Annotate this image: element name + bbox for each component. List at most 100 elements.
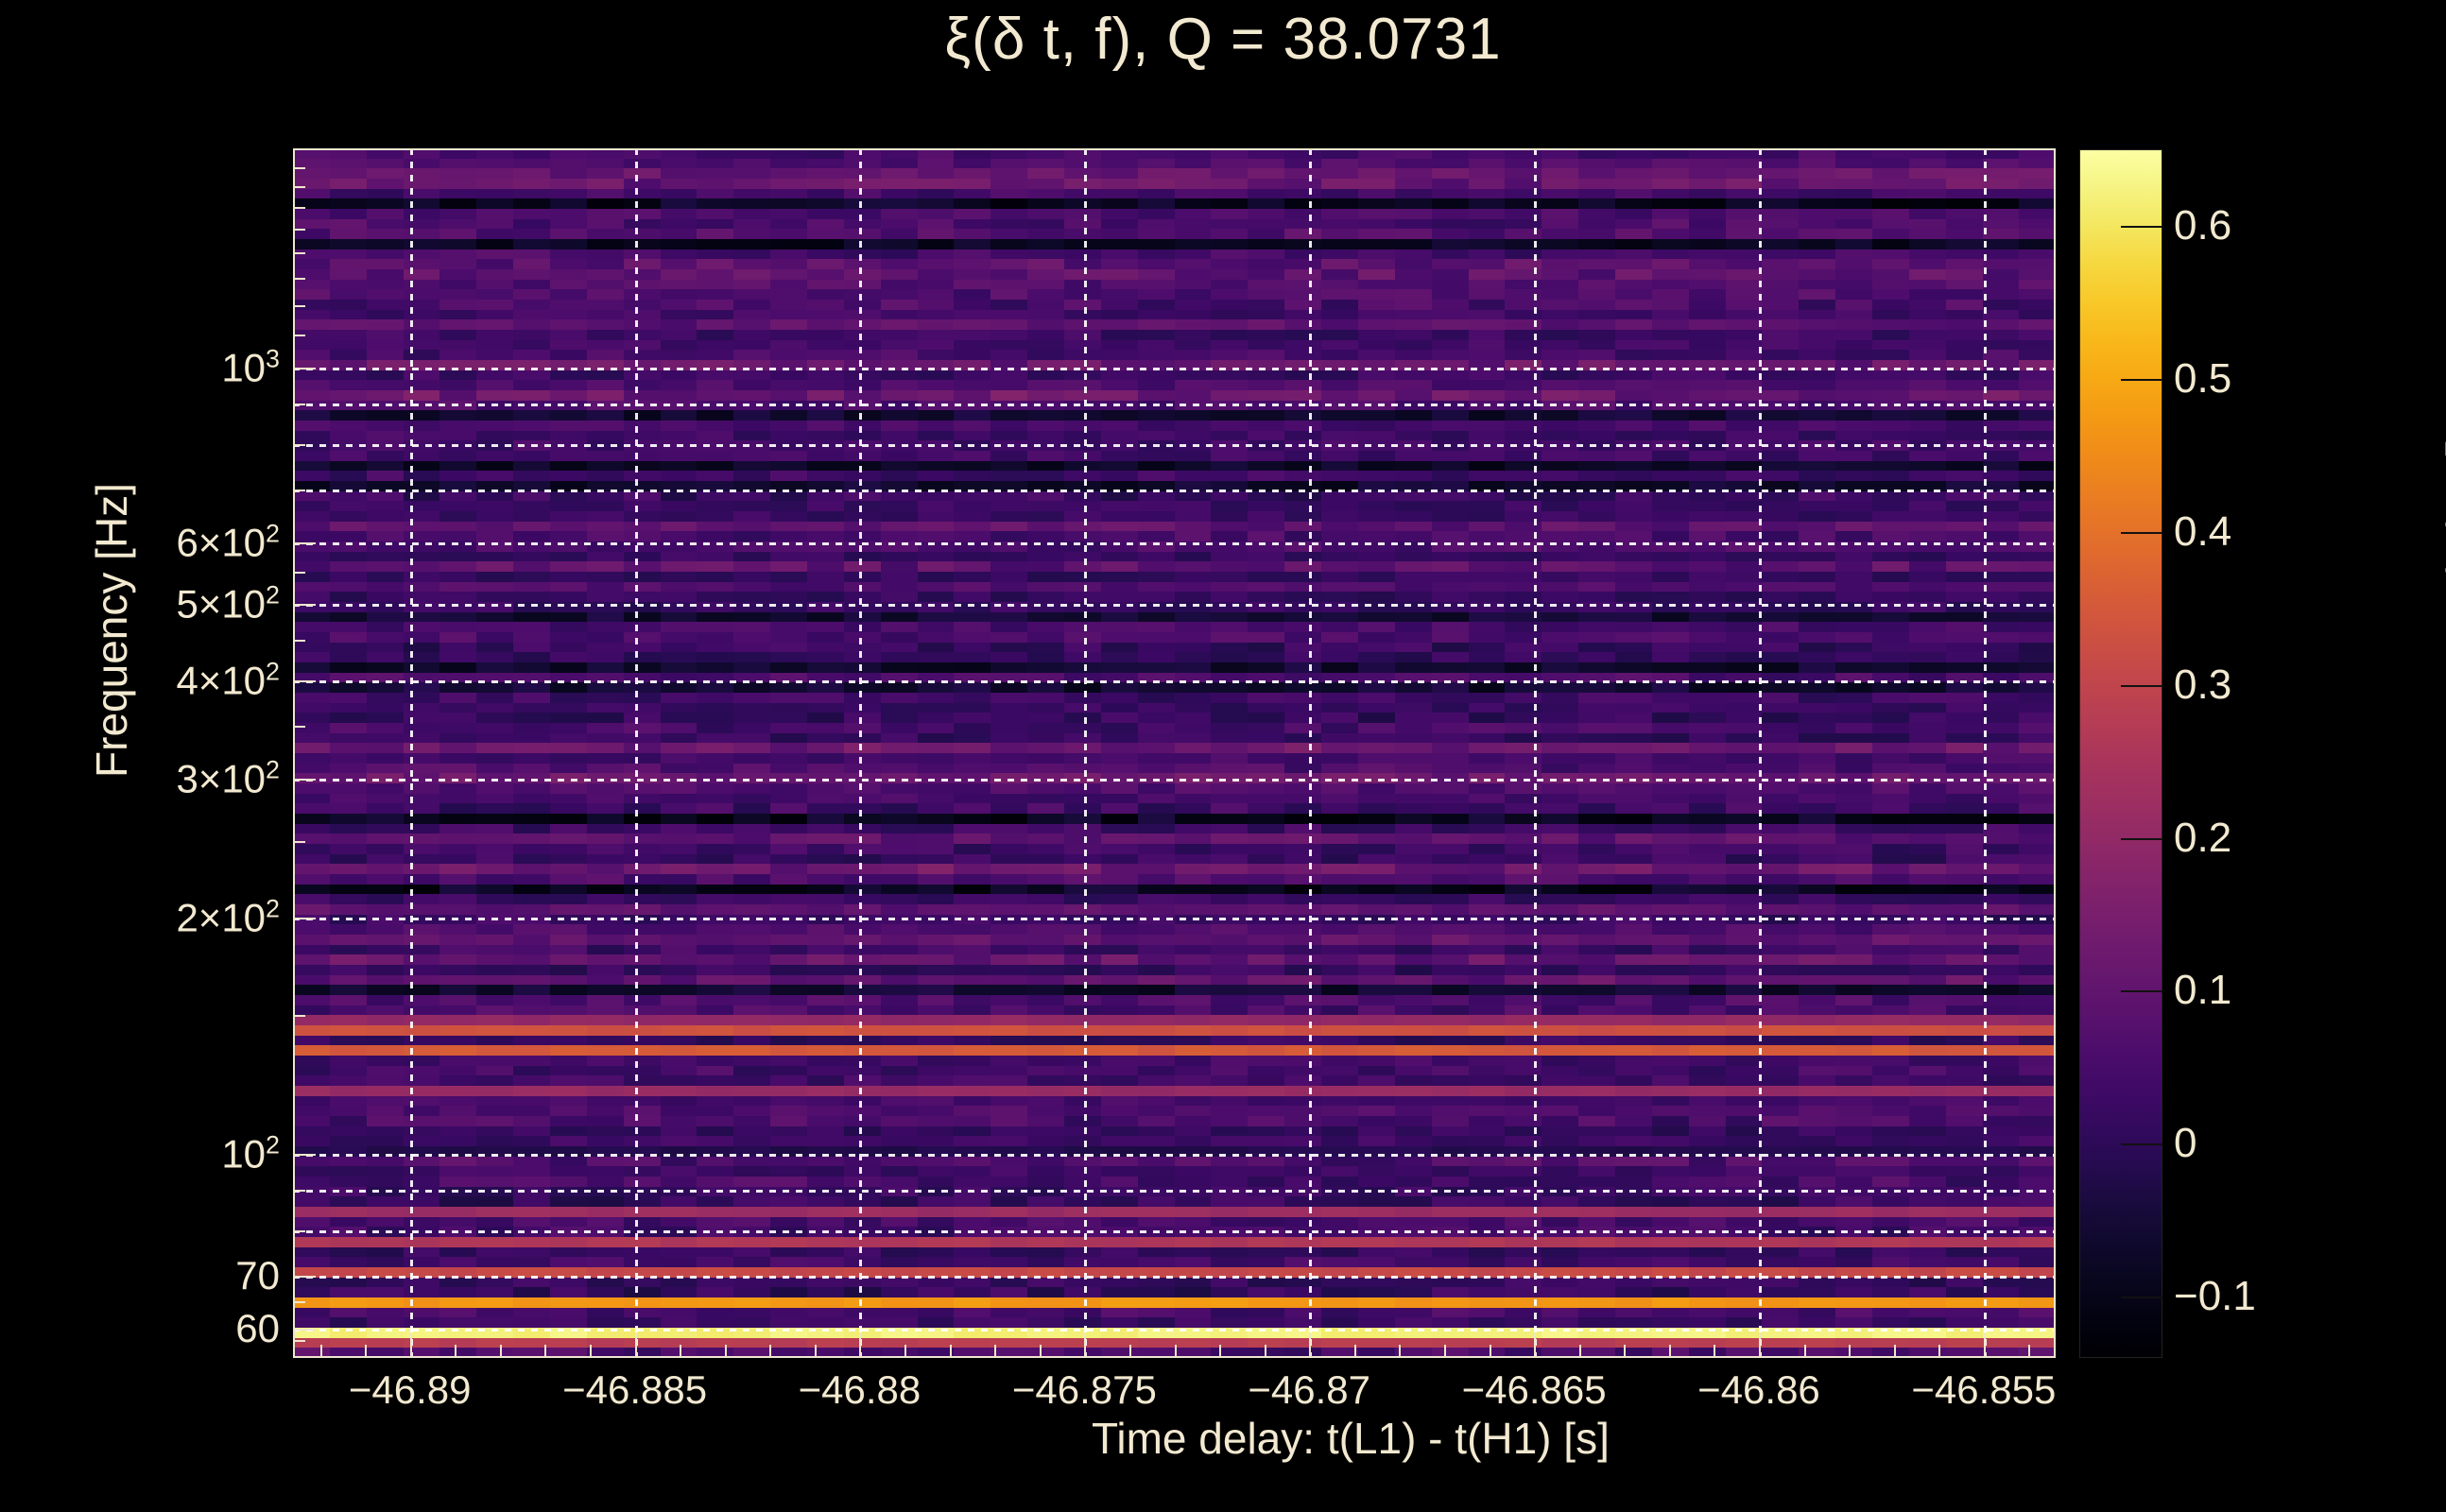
colorbar-tick-label: 0.4 [2174,507,2232,555]
heatmap-row [293,924,2056,936]
y-axis-minor-tick [293,186,305,189]
y-axis-tick [293,541,316,544]
heatmap-row [293,1095,2056,1107]
heatmap-row [293,451,2056,462]
colorbar-tick [2121,225,2162,228]
heatmap-row [293,561,2056,573]
heatmap-row [293,1056,2056,1067]
heatmap-row [293,421,2056,432]
colorbar-tick [2121,1143,2162,1146]
x-axis-tick [409,1333,412,1358]
heatmap-row [293,471,2056,482]
x-axis-tick [1758,1333,1761,1358]
spectrogram-plot-area[interactable] [293,148,2056,1358]
x-axis-minor-tick [1578,1345,1581,1358]
y-axis-minor-tick [293,840,305,843]
colorbar-tick [2121,1297,2162,1299]
heatmap-row [293,1257,2056,1268]
heatmap-row [293,1277,2056,1288]
heatmap-row [293,1297,2056,1309]
y-axis-tick [293,1328,316,1331]
heatmap-row [293,783,2056,795]
heatmap-row [293,1287,2056,1298]
y-axis-title: Frequency [Hz] [87,483,136,778]
y-axis-minor-tick [293,1015,305,1018]
heatmap-row [293,581,2056,593]
heatmap-row [293,1045,2056,1057]
heatmap-row [293,894,2056,905]
heatmap-row [293,682,2056,694]
heatmap-row [293,229,2056,240]
heatmap-row [293,693,2056,704]
heatmap-row [293,995,2056,1006]
heatmap-row [293,823,2056,834]
y-axis-minor-tick [293,640,305,643]
x-axis-minor-tick [455,1345,457,1358]
heatmap-row [293,410,2056,421]
y-axis-minor-tick [293,571,305,574]
heatmap-row [293,793,2056,804]
y-axis-minor-tick [293,489,305,491]
x-axis-minor-tick [590,1345,592,1358]
heatmap-row [293,1207,2056,1218]
heatmap-row [293,481,2056,492]
heatmap-row [293,672,2056,683]
heatmap-row [293,501,2056,512]
heatmap-row [293,1136,2056,1147]
heatmap-row [293,300,2056,311]
heatmap-row [293,1146,2056,1158]
heatmap-row [293,1125,2056,1137]
y-axis-tick [293,604,316,607]
x-axis-minor-tick [2028,1345,2031,1358]
heatmap-row [293,884,2056,895]
heatmap-row [293,249,2056,260]
x-axis-minor-tick [1264,1345,1266,1358]
heatmap-row [293,1166,2056,1177]
heatmap-row [293,611,2056,623]
heatmap-row [293,390,2056,402]
y-axis-tick-label: 6×102 [176,519,280,565]
heatmap-row [293,1216,2056,1228]
heatmap-row [293,1196,2056,1208]
x-axis-title: Time delay: t(L1) - t(H1) [s] [1092,1414,1610,1463]
heatmap-row [293,269,2056,281]
x-axis-minor-tick [1353,1345,1356,1358]
heatmap-row [293,1075,2056,1087]
colorbar-tick [2121,378,2162,381]
y-axis-tick-label: 70 [235,1252,280,1297]
y-axis-tick-label: 103 [221,344,280,390]
y-axis-minor-tick [293,335,305,337]
x-axis-minor-tick [1219,1345,1222,1358]
x-axis-tick [1084,1333,1087,1358]
heatmap-row [293,309,2056,320]
colorbar-border [2079,149,2162,1358]
x-axis-minor-tick [1443,1345,1446,1358]
colorbar[interactable] [2079,149,2162,1358]
y-axis-tick [293,367,316,369]
heatmap-row [293,1348,2056,1358]
heatmap-image [293,148,2056,1358]
colorbar-tick-label: 0.5 [2174,354,2232,402]
y-axis-tick-label: 60 [235,1305,280,1350]
colorbar-tick-label: 0.1 [2174,967,2232,1014]
heatmap-row [293,1106,2056,1117]
heatmap-row [293,833,2056,845]
heatmap-row [293,1156,2056,1167]
heatmap-row [293,218,2056,230]
heatmap-row [293,1186,2056,1197]
colorbar-tick [2121,684,2162,687]
x-axis-minor-tick [544,1345,547,1358]
y-axis-minor-tick [293,229,305,232]
heatmap-row [293,662,2056,674]
heatmap-row [293,1065,2056,1076]
heatmap-row [293,400,2056,411]
heatmap-row [293,974,2056,986]
x-axis-tick-label: −46.89 [348,1367,472,1412]
y-axis-minor-tick [293,404,305,405]
heatmap-row [293,632,2056,644]
colorbar-tick-label: 0.2 [2174,814,2232,861]
x-axis-minor-tick [1849,1345,1852,1358]
y-axis-minor-tick [293,1229,305,1232]
heatmap-row [293,763,2056,774]
y-axis-minor-tick [293,252,305,255]
